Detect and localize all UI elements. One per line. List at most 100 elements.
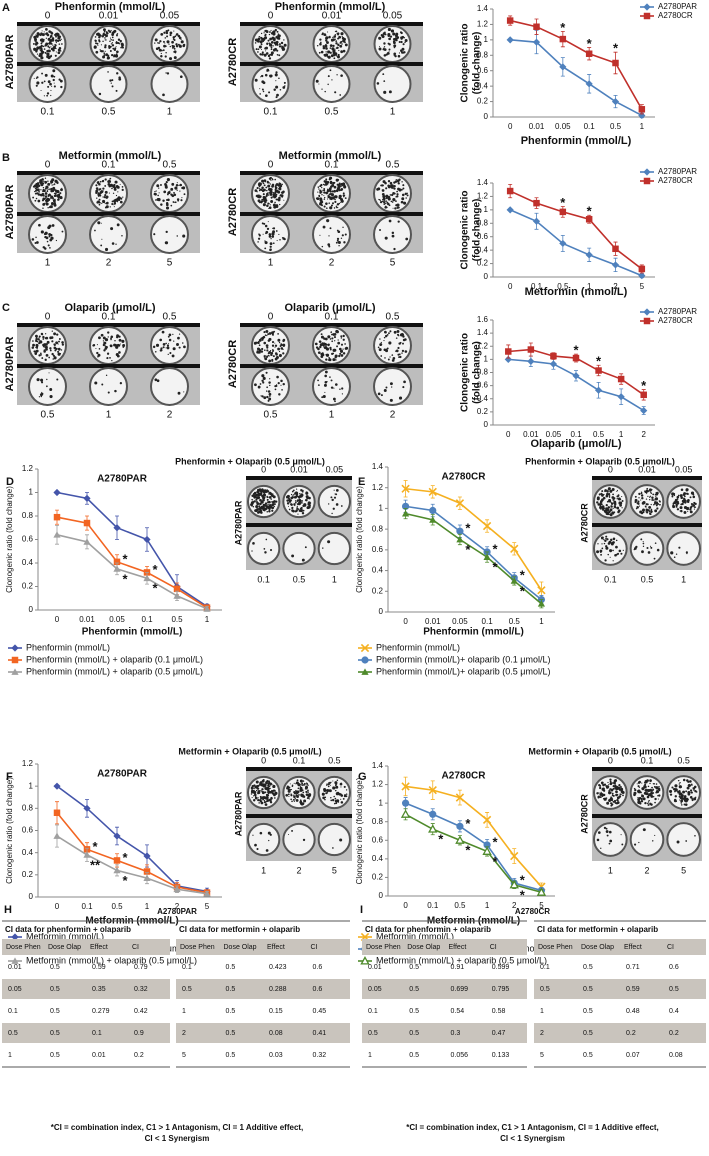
marker [617,393,625,401]
plate-title: Phenformin + Olaparib (0.5 μmol/L) [175,456,325,466]
colony [298,500,302,504]
colony [103,28,106,32]
colony [167,29,170,32]
colony [163,190,167,194]
colony [272,334,274,336]
colony [274,73,278,77]
colony [395,179,397,181]
colony [615,545,618,549]
colony [612,507,614,509]
colony [267,798,271,802]
colony [262,193,265,196]
colony [644,788,649,792]
colony [299,503,301,505]
table-cell: 0.1 [92,1030,102,1037]
colony [180,199,183,202]
colony [113,48,117,52]
y-tick-label: 0.2 [477,259,489,268]
colony [102,40,104,43]
colony [302,489,304,492]
colony [273,30,276,33]
x-axis-label: Metformin (mmol/L) [525,286,628,298]
colony [650,791,654,795]
colony [46,240,49,243]
dose-label: 1 [329,410,335,421]
colony [51,178,54,181]
colony [261,186,264,190]
colony [601,787,605,791]
colony [175,43,178,46]
colony [674,795,677,798]
x-tick-label: 0.01 [79,615,95,624]
colony [270,506,272,508]
plate-lid [240,62,423,66]
colony [110,29,112,32]
dose-label: 1 [332,574,337,584]
colony [637,781,641,784]
colony [607,781,609,784]
colony [323,346,325,348]
colony [271,191,273,193]
colony [599,504,602,506]
dose-label: 0.05 [326,464,344,474]
colony [117,38,121,41]
colony [609,787,611,790]
plate-title: Phenformin (mmol/L) [55,1,166,13]
colony [271,340,275,344]
colony [47,244,50,247]
colony [263,184,266,187]
colony [340,343,344,346]
colony [601,503,603,506]
marker [53,832,61,839]
colony [267,794,270,797]
colony [259,188,261,190]
cell-line-label: A2780PAR [4,185,16,240]
y-axis-label: Clonogenic ratio [460,333,471,412]
marker [360,643,370,653]
marker [455,499,465,508]
colony [276,53,279,56]
dish [150,367,189,406]
dose-label: 0.01 [322,11,342,22]
colony [35,339,38,343]
colony [166,178,170,182]
colony [95,189,99,193]
marker [203,890,211,897]
colony [251,505,253,507]
colony [165,52,167,54]
marker [572,354,580,362]
colony [53,183,56,185]
marker [401,799,410,807]
colony [619,504,622,507]
colony [98,92,102,96]
x-tick-label: 0.05 [452,617,468,626]
colony [340,794,344,797]
colony [109,79,112,82]
colony [604,539,607,542]
colony [610,802,613,805]
marker [482,846,492,855]
colony [102,55,106,59]
colony [42,186,45,189]
colony [303,784,305,786]
colony [336,187,340,191]
colony [325,207,328,210]
colony [262,37,266,41]
colony [599,500,603,503]
colony [634,495,637,498]
colony [340,188,344,191]
colony [323,789,326,792]
colony [260,491,263,495]
colony [649,788,653,792]
colony [270,498,272,500]
plate-title: Metformin (mmol/L) [279,150,382,162]
colony [94,39,97,42]
colony [264,355,267,357]
colony [317,186,319,189]
colony [301,794,304,797]
colony [324,337,328,341]
dose-label: 0 [268,160,274,171]
colony [336,239,339,242]
colony [262,182,265,185]
colony [277,338,281,342]
